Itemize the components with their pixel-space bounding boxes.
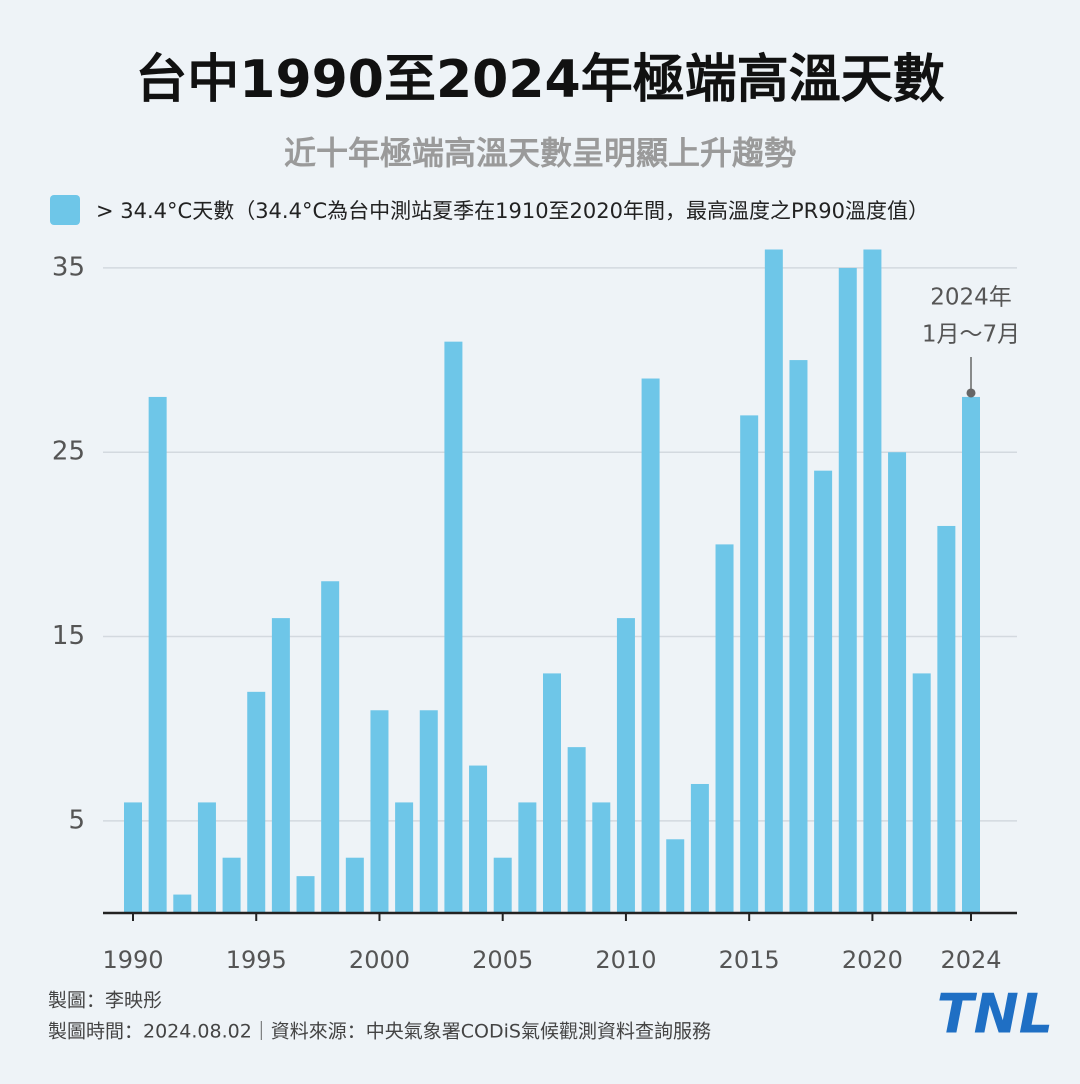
y-tick-label: 5 <box>68 805 85 835</box>
x-tick-label: 1995 <box>226 946 287 974</box>
bar <box>912 673 931 913</box>
bar <box>641 378 660 913</box>
annotation: 2024年 <box>930 285 1012 311</box>
bar <box>296 876 315 913</box>
bar <box>666 839 685 913</box>
bar <box>616 618 635 913</box>
y-tick-label: 35 <box>52 252 85 282</box>
bar <box>148 396 167 913</box>
bar <box>567 747 586 913</box>
bar <box>888 452 907 913</box>
legend-label: > 34.4°C天數（34.4°C為台中測站夏季在1910至2020年間，最高溫… <box>96 199 929 223</box>
bar <box>321 581 340 913</box>
bar <box>271 618 290 913</box>
x-tick-label: 1990 <box>102 946 163 974</box>
bar <box>124 802 142 913</box>
bar <box>764 249 783 913</box>
logo: TNL <box>937 983 1053 1046</box>
x-tick-label: 2020 <box>842 946 903 974</box>
y-tick-label: 25 <box>52 437 85 467</box>
x-tick-label: 2024 <box>940 946 1001 974</box>
bar <box>838 267 857 913</box>
bar <box>962 396 980 913</box>
bar <box>247 691 266 913</box>
bar <box>370 710 389 913</box>
footer-text: 製圖時間：2024.08.02｜資料來源：中央氣象署CODiS氣候觀測資料查詢服… <box>48 1021 711 1043</box>
bar <box>715 544 734 913</box>
bar <box>789 360 808 913</box>
annotation: 1月～7月 <box>922 322 1020 348</box>
bar <box>543 673 561 913</box>
x-tick-label: 2005 <box>472 946 533 974</box>
bar <box>690 783 709 913</box>
bar <box>197 802 216 913</box>
x-tick-label: 2000 <box>349 946 410 974</box>
annotation-dot <box>966 388 976 398</box>
bar <box>419 710 438 913</box>
bar <box>469 765 488 913</box>
x-tick-label: 2010 <box>595 946 656 974</box>
bar <box>814 470 833 913</box>
bar <box>740 415 759 913</box>
bar <box>395 802 414 913</box>
bar <box>493 857 512 913</box>
bar <box>937 525 956 913</box>
bar <box>863 249 882 913</box>
footer-text: 製圖：李映彤 <box>48 990 162 1012</box>
legend-swatch <box>50 195 80 225</box>
chart-subtitle: 近十年極端高溫天數呈明顯上升趨勢 <box>284 134 796 172</box>
bar <box>518 802 537 913</box>
x-tick-label: 2015 <box>719 946 780 974</box>
bar <box>592 802 611 913</box>
bar <box>444 341 463 913</box>
bar <box>173 894 192 913</box>
y-tick-label: 15 <box>52 621 85 651</box>
chart-title: 台中1990至2024年極端高溫天數 <box>135 50 944 110</box>
bar <box>345 857 364 913</box>
bar <box>222 857 241 913</box>
